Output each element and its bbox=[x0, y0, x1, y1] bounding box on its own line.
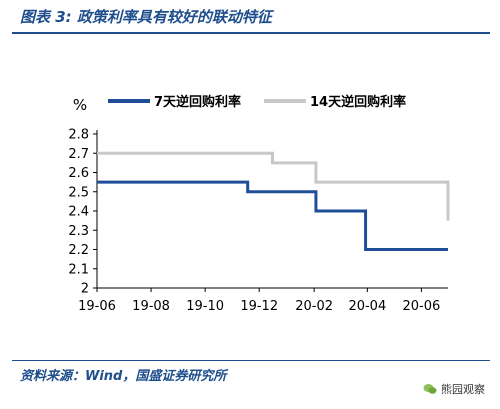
y-tick-label: 2.7 bbox=[68, 147, 89, 162]
watermark: 熊园观察 bbox=[420, 380, 488, 398]
y-tick-label: 2.8 bbox=[68, 128, 89, 143]
x-tick-label: 19-10 bbox=[186, 299, 224, 314]
y-tick-label: 2.4 bbox=[68, 205, 89, 220]
y-tick-label: 2.6 bbox=[68, 166, 89, 181]
x-tick-label: 19-08 bbox=[132, 299, 170, 314]
x-tick-label: 20-04 bbox=[348, 299, 386, 314]
x-tick-label: 19-06 bbox=[78, 299, 116, 314]
series-line-1 bbox=[97, 180, 448, 251]
x-tick-label: 20-02 bbox=[295, 299, 333, 314]
y-tick-label: 2.1 bbox=[68, 262, 89, 277]
y-tick-label: 2.2 bbox=[68, 243, 89, 258]
y-tick-label: 2.5 bbox=[68, 185, 89, 200]
watermark-label: 熊园观察 bbox=[441, 383, 485, 396]
y-tick-label: 2 bbox=[81, 282, 89, 297]
x-tick-label: 20-06 bbox=[403, 299, 441, 314]
step-line-chart: 2.8 2.7 2.6 2.5 2.4 2.3 2.2 2.1 2% 19-06 19-08 19-1… bbox=[68, 94, 450, 314]
y-tick-label: 2.3 bbox=[68, 224, 89, 239]
x-tick-label: 19-12 bbox=[240, 299, 278, 314]
series-lines bbox=[97, 151, 450, 251]
series-line-2 bbox=[97, 151, 450, 221]
figure-title: 图表 3: 政策利率具有较好的联动特征 bbox=[20, 8, 272, 26]
axes: 2.8 2.7 2.6 2.5 2.4 2.3 2.2 2.1 2% 19-06 19-08 19-1… bbox=[68, 96, 448, 314]
legend-label-1: 7天逆回购利率 bbox=[154, 94, 241, 110]
source-note: 资料来源：Wind，国盛证券研究所 bbox=[20, 369, 227, 384]
legend-label-2: 14天逆回购利率 bbox=[310, 94, 406, 110]
y-axis-unit-label: % bbox=[73, 96, 87, 114]
title-divider bbox=[12, 32, 490, 34]
wechat-icon bbox=[423, 384, 437, 394]
source-divider bbox=[12, 360, 490, 361]
legend: 7天逆回购利率 14天逆回购利率 bbox=[108, 94, 406, 110]
